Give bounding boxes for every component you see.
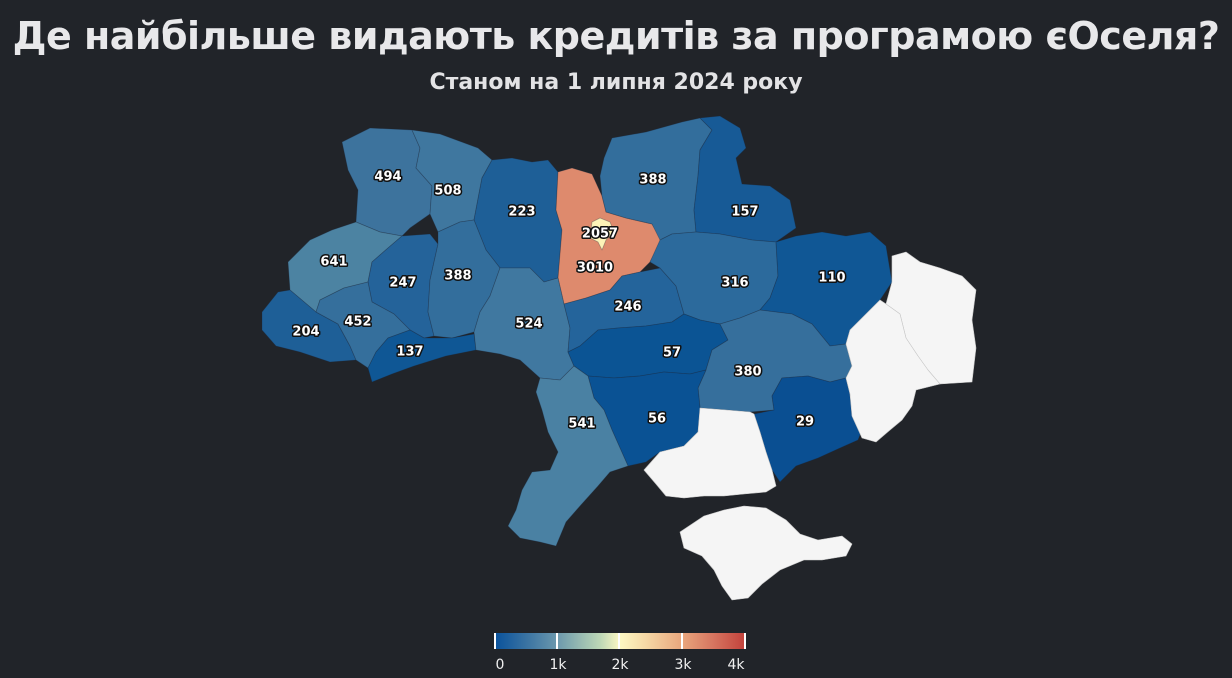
label-dnipropetrovsk: 380 xyxy=(734,365,761,380)
label-kyiv-city: 2057 xyxy=(582,227,618,242)
color-scale-legend: 0 1k 2k 3k 4k xyxy=(494,633,746,677)
label-ivano-frankivsk: 452 xyxy=(344,315,371,330)
legend-tick-2k xyxy=(618,633,620,649)
label-chernihiv: 388 xyxy=(639,173,666,188)
label-poltava: 316 xyxy=(721,276,748,291)
label-mykolaiv: 56 xyxy=(648,412,666,427)
region-sumy[interactable] xyxy=(693,115,797,243)
color-scale-bar xyxy=(494,633,746,649)
region-zakarpattia[interactable] xyxy=(261,289,357,363)
label-kirovohrad: 57 xyxy=(663,346,681,361)
region-kherson-no-data[interactable] xyxy=(643,407,777,499)
label-volyn: 494 xyxy=(374,170,401,185)
legend-tick-1k xyxy=(556,633,558,649)
region-odesa[interactable] xyxy=(507,365,629,547)
legend-label-0: 0 xyxy=(495,657,505,673)
label-zhytomyr: 223 xyxy=(508,205,535,220)
label-zakarpattia: 204 xyxy=(292,325,319,340)
label-rivne: 508 xyxy=(434,184,461,199)
label-zaporizhzhia: 29 xyxy=(796,415,814,430)
page-subtitle: Станом на 1 липня 2024 року xyxy=(429,70,803,95)
legend-label-2k: 2k xyxy=(611,657,629,673)
label-khmelnytskyi: 388 xyxy=(444,269,471,284)
legend-label-3k: 3k xyxy=(674,657,692,673)
region-donetsk-no-data[interactable] xyxy=(845,299,941,443)
legend-label-4k: 4k xyxy=(727,657,745,673)
legend-label-1k: 1k xyxy=(549,657,567,673)
label-kyiv-oblast: 3010 xyxy=(577,261,613,276)
page-title: Де найбільше видають кредитів за програм… xyxy=(12,14,1220,58)
legend-tick-4k xyxy=(744,633,746,649)
region-kyiv-city[interactable] xyxy=(589,217,615,251)
label-cherkasy: 246 xyxy=(614,300,641,315)
legend-tick-3k xyxy=(681,633,683,649)
legend-labels: 0 1k 2k 3k 4k xyxy=(494,657,746,677)
label-sumy: 157 xyxy=(731,205,758,220)
legend-tick-0 xyxy=(494,633,496,649)
label-ternopil: 247 xyxy=(389,276,416,291)
label-vinnytsia: 524 xyxy=(515,317,542,332)
label-chernivtsi: 137 xyxy=(396,345,423,360)
label-odesa: 541 xyxy=(568,417,595,432)
label-lviv: 641 xyxy=(320,255,347,270)
region-chernivtsi[interactable] xyxy=(367,329,477,383)
region-crimea-no-data[interactable] xyxy=(679,505,853,601)
label-kharkiv: 110 xyxy=(818,271,845,286)
